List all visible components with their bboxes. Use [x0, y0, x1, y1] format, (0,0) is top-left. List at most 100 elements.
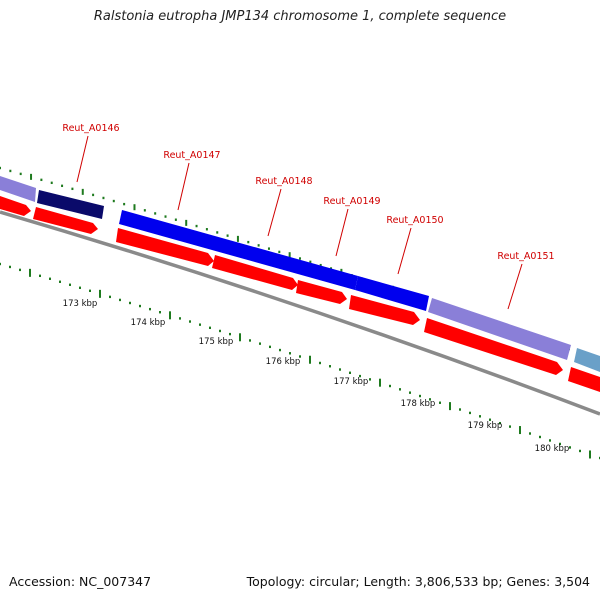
scale-tick-mark: [529, 432, 531, 435]
scale-tick-mark: [319, 361, 321, 365]
reverse-gene-3: [116, 228, 214, 266]
scale-tick-mark: [129, 301, 131, 305]
reverse-gene-5: [296, 280, 347, 304]
scale-tick-mark: [389, 384, 391, 388]
outer-tick-mark: [61, 184, 64, 188]
gene-labels: Reut_A0146 Reut_A0147 Reut_A0148 Reut_A0149…: [62, 123, 554, 262]
scale-tick-label: 173 kbp: [63, 299, 98, 309]
outer-tick-mark: [81, 188, 84, 195]
outer-tick-mark: [267, 247, 270, 250]
outer-tick-mark: [278, 250, 281, 254]
outer-tick-mark: [30, 173, 33, 180]
outer-tick-mark: [9, 169, 12, 173]
scale-tick-mark: [249, 339, 251, 342]
backbone: [0, 210, 600, 416]
scale-tick-label: 176 kbp: [266, 357, 301, 367]
outer-tick-mark: [257, 244, 260, 247]
scale-tick-label: 177 kbp: [334, 377, 369, 387]
scale-tick-mark: [569, 446, 571, 449]
scale-tick-mark: [89, 289, 91, 293]
gene-label: Reut_A0151: [497, 251, 554, 262]
outer-tick-mark: [288, 252, 291, 259]
scale-tick-label: 178 kbp: [401, 399, 436, 409]
scale-tick-mark: [489, 418, 491, 421]
outer-tick-mark: [50, 181, 53, 185]
reverse-gene-4: [212, 255, 298, 290]
outer-tick-mark: [247, 240, 250, 244]
scale-tick-mark: [19, 268, 21, 272]
outer-tick-mark: [205, 228, 208, 231]
gene-leader-line: [335, 208, 349, 257]
outer-tick-mark: [154, 212, 157, 215]
scale-tick-mark: [9, 265, 11, 269]
scale-tick-mark: [49, 277, 51, 280]
gene-leader-line: [76, 135, 89, 183]
scale-tick-mark: [239, 333, 241, 342]
scale-tick-mark: [229, 332, 231, 336]
scale-tick-mark: [499, 421, 501, 425]
scale-tick-mark: [579, 449, 581, 453]
accession-text: Accession: NC_007347: [9, 574, 152, 589]
forward-gene-blue-2: [355, 276, 429, 311]
reverse-gene-6: [349, 295, 420, 325]
outer-tick-mark: [319, 263, 322, 267]
outer-tick-mark: [143, 209, 146, 212]
scale-tick-mark: [379, 378, 381, 387]
scale-tick-mark: [459, 408, 461, 411]
scale-tick-label: 175 kbp: [199, 337, 234, 347]
outer-tick-mark: [133, 204, 136, 211]
scale-tick-mark: [139, 304, 141, 308]
scale-tick-label: 179 kbp: [468, 421, 503, 431]
scale-tick-mark: [399, 388, 401, 391]
scale-tick-mark: [169, 311, 171, 320]
gene-label: Reut_A0146: [62, 123, 119, 134]
scale-tick-mark: [179, 317, 181, 320]
scale-tick-mark: [259, 342, 261, 345]
outer-tick-mark: [216, 231, 219, 234]
reverse-gene-2: [33, 207, 98, 234]
gene-leader-line: [177, 162, 190, 211]
scale-tick-mark: [279, 348, 281, 352]
forward-gene-left-edge: [0, 176, 36, 202]
scale-tick-mark: [0, 262, 1, 266]
scale-tick-mark: [549, 439, 551, 442]
forward-gene-blue-1: [119, 210, 358, 290]
outer-tick-mark: [40, 178, 43, 182]
reverse-gene-8: [568, 367, 600, 392]
outer-tick-mark: [299, 257, 301, 260]
outer-tick-mark: [309, 260, 312, 264]
scale-tick-mark: [429, 398, 431, 401]
gene-leader-line: [267, 188, 282, 237]
genome-summary-text: Topology: circular; Length: 3,806,533 bp…: [246, 574, 590, 589]
scale-tick-label: 180 kbp: [535, 444, 570, 454]
scale-tick-mark: [409, 391, 411, 394]
map-title: Ralstonia eutropha JMP134 chromosome 1, …: [93, 9, 507, 24]
scale-tick-mark: [69, 283, 71, 286]
scale-tick-mark: [39, 274, 41, 278]
scale-tick-mark: [199, 323, 201, 326]
outer-tick-mark: [123, 202, 126, 206]
scale-tick-mark: [309, 355, 311, 364]
scale-tick-mark: [299, 355, 301, 358]
forward-gene-teal-edge: [574, 348, 600, 372]
reverse-gene-7: [424, 318, 563, 375]
scale-tick-mark: [219, 329, 221, 333]
gene-label: Reut_A0150: [386, 215, 443, 226]
scale-tick-mark: [159, 311, 161, 314]
scale-tick-track: [0, 262, 600, 460]
outer-tick-mark: [112, 199, 115, 203]
scale-tick-mark: [539, 435, 541, 439]
scale-tick-mark: [469, 411, 471, 415]
scale-tick-label: 174 kbp: [131, 318, 166, 328]
outer-tick-mark: [0, 166, 1, 170]
forward-strand: [0, 176, 600, 372]
gene-label: Reut_A0149: [323, 196, 380, 207]
scale-tick-mark: [349, 371, 351, 374]
outer-tick-mark: [236, 235, 239, 242]
scale-tick-mark: [59, 280, 61, 283]
scale-tick-mark: [339, 368, 341, 371]
scale-tick-mark: [29, 268, 31, 277]
reverse-gene-1: [0, 196, 31, 216]
outer-tick-mark: [92, 193, 95, 197]
